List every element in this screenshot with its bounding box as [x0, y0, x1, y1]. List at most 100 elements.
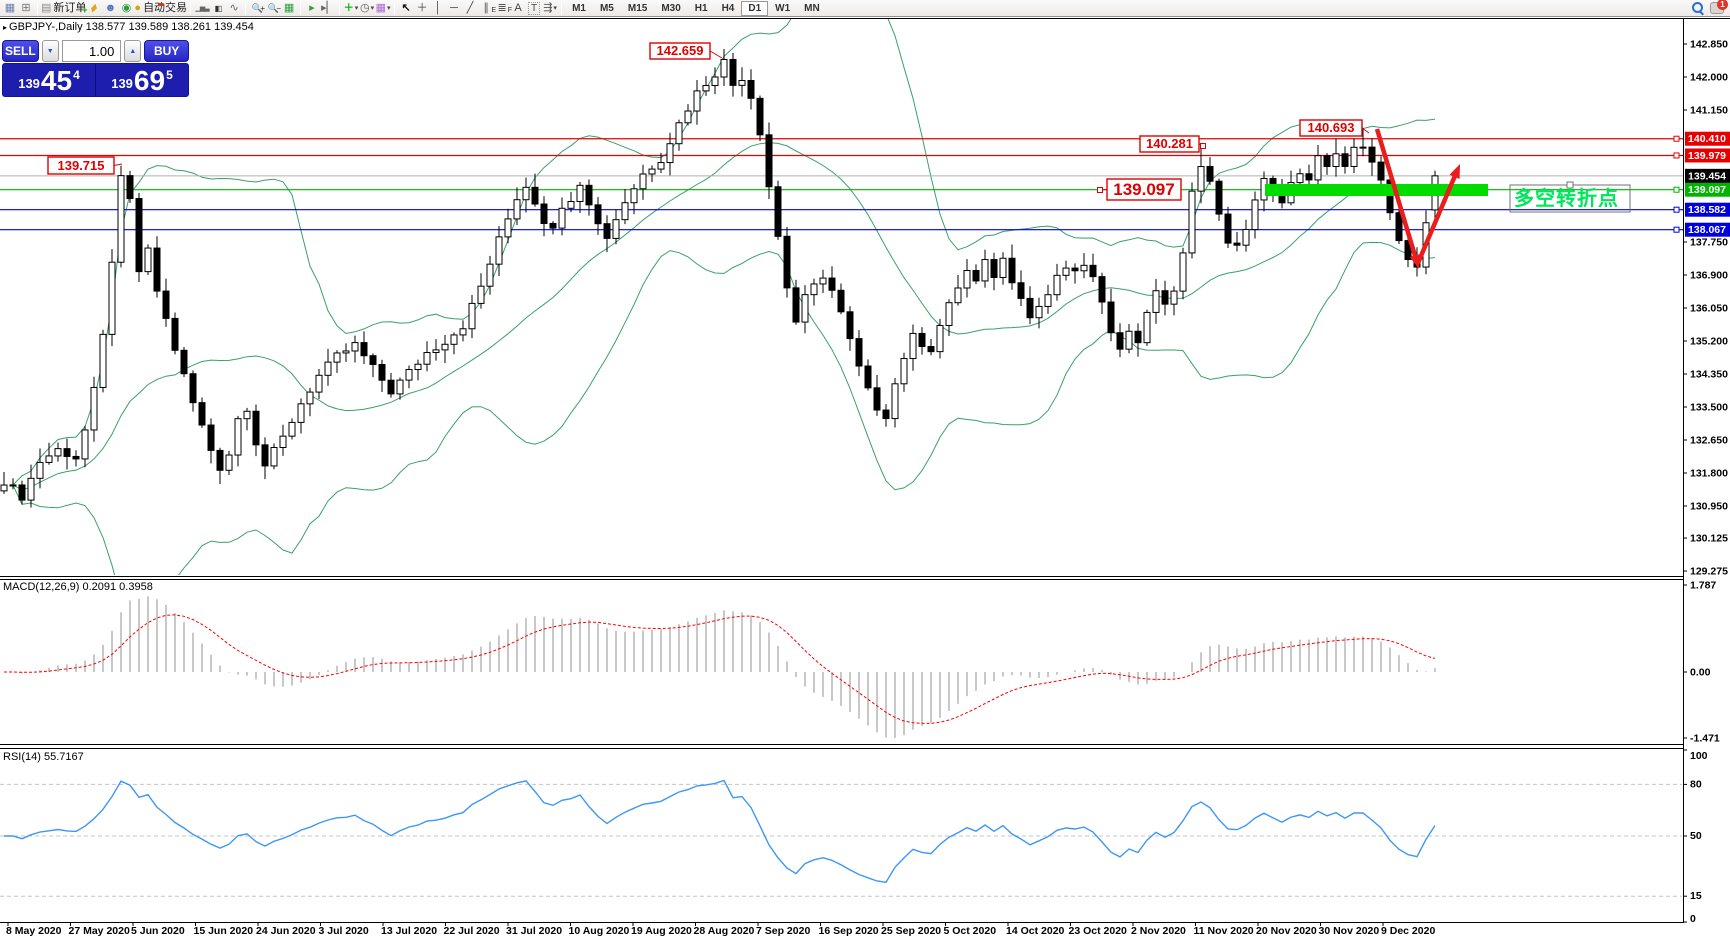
candlestick: [891, 383, 899, 420]
price-label-object[interactable]: 142.659: [649, 42, 723, 60]
price-label-object[interactable]: 140.693: [1299, 119, 1370, 137]
svg-text:131.800: 131.800: [1690, 468, 1728, 480]
timeframe-d1[interactable]: D1: [741, 0, 769, 16]
buy-button[interactable]: BUY: [144, 40, 189, 62]
chart-shift-icon[interactable]: [320, 1, 336, 16]
indicators-button[interactable]: ▾: [343, 1, 359, 16]
line-handle[interactable]: [1673, 135, 1680, 142]
price-label-object[interactable]: 140.281: [1139, 135, 1206, 153]
candlestick: [828, 277, 836, 291]
zoom-in-icon[interactable]: [249, 1, 265, 16]
candlestick: [387, 379, 395, 395]
candlestick: [864, 365, 872, 389]
notifications-icon[interactable]: 1: [1710, 0, 1728, 14]
periods-button[interactable]: ▾: [359, 1, 375, 16]
price-label-object[interactable]: 139.097: [1097, 178, 1182, 201]
candlestick: [1143, 311, 1151, 344]
cursor-icon[interactable]: [398, 1, 414, 16]
auto-scroll-icon[interactable]: [304, 1, 320, 16]
timeframe-m30[interactable]: M30: [661, 2, 681, 14]
timeframe-h4[interactable]: H4: [721, 2, 735, 14]
candlestick: [0, 484, 8, 492]
candlestick: [1089, 264, 1097, 278]
vertical-line-icon[interactable]: [430, 1, 446, 16]
svg-text:134.350: 134.350: [1690, 369, 1728, 381]
candlestick: [234, 418, 242, 456]
horizontal-line-icon[interactable]: [446, 1, 462, 16]
svg-text:130.950: 130.950: [1690, 501, 1728, 513]
buy-price[interactable]: 139 69 5: [96, 64, 188, 96]
arrows-button[interactable]: ▾: [542, 1, 558, 16]
candlestick: [783, 235, 791, 289]
templates-button[interactable]: ▾: [375, 1, 391, 16]
text-label-icon[interactable]: [526, 1, 542, 16]
line-handle[interactable]: [1673, 186, 1680, 193]
signal-icon[interactable]: [118, 1, 134, 16]
bar-chart-icon[interactable]: [194, 1, 210, 16]
candlestick: [1350, 146, 1358, 167]
volume-up-button[interactable]: ▲: [124, 40, 142, 62]
line-handle[interactable]: [1673, 226, 1680, 233]
candlestick: [1125, 330, 1133, 350]
new-order-button[interactable]: 新订单: [41, 1, 86, 16]
candle-chart-icon[interactable]: [210, 1, 226, 16]
candlestick: [936, 324, 944, 353]
candlestick: [819, 277, 827, 285]
line-handle[interactable]: [1673, 206, 1680, 213]
candlestick: [162, 290, 170, 319]
candlestick: [990, 259, 998, 278]
line-chart-icon[interactable]: [226, 1, 242, 16]
svg-text:141.150: 141.150: [1690, 105, 1728, 117]
candlestick: [774, 186, 782, 237]
candlestick: [576, 184, 584, 202]
candlestick: [378, 363, 386, 381]
volume-input[interactable]: 1.00: [61, 40, 122, 62]
sell-price[interactable]: 139 45 4: [3, 64, 96, 96]
candlestick: [1071, 267, 1079, 272]
equidistant-channel-icon[interactable]: [478, 1, 494, 16]
autotrade-button[interactable]: 自动交易: [134, 1, 187, 16]
macd-label: MACD(12,26,9) 0.2091 0.3958: [3, 581, 153, 593]
clear-icon[interactable]: [86, 1, 102, 16]
tile-windows-icon[interactable]: [281, 1, 297, 16]
volume-down-button[interactable]: ▼: [41, 40, 59, 62]
trendline-icon[interactable]: [462, 1, 478, 16]
fibonacci-icon[interactable]: [494, 1, 510, 16]
candlestick: [603, 223, 611, 239]
candlestick: [1233, 242, 1241, 246]
chart-window-icon[interactable]: [2, 1, 18, 16]
toolbar-separator: [300, 1, 302, 15]
timeframe-h1[interactable]: H1: [694, 2, 708, 14]
candlestick: [243, 410, 251, 420]
candlestick: [297, 403, 305, 423]
timeframe-m5[interactable]: M5: [599, 2, 614, 14]
candlestick: [837, 289, 845, 313]
timeframe-m15[interactable]: M15: [627, 2, 648, 14]
candlestick: [333, 352, 341, 363]
assistant-icon[interactable]: [102, 1, 118, 16]
toolbar-separator: [394, 1, 396, 15]
trend-arrows[interactable]: [1374, 128, 1460, 269]
timeframe-m1[interactable]: M1: [572, 2, 586, 14]
candlestick: [1197, 166, 1205, 192]
price-label-object[interactable]: 139.715: [47, 156, 123, 175]
text-annotation[interactable]: 多空转折点: [1509, 181, 1631, 213]
svg-text:28 Aug 2020: 28 Aug 2020: [694, 925, 755, 937]
svg-text:139.097: 139.097: [1113, 180, 1174, 199]
candlestick: [1251, 199, 1259, 231]
candlestick: [1206, 166, 1214, 182]
timeframe-w1[interactable]: W1: [775, 2, 791, 14]
svg-text:136.050: 136.050: [1690, 303, 1728, 315]
candlestick: [963, 270, 971, 289]
svg-text:14 Oct 2020: 14 Oct 2020: [1006, 925, 1065, 937]
support-highlight-bar[interactable]: [1265, 184, 1488, 196]
search-icon[interactable]: [1691, 1, 1704, 14]
preview-icon[interactable]: [18, 1, 34, 16]
crosshair-icon[interactable]: [414, 1, 430, 16]
zoom-out-icon[interactable]: [265, 1, 281, 16]
sell-button[interactable]: SELL: [2, 40, 39, 62]
timeframe-mn[interactable]: MN: [804, 2, 820, 14]
line-handle[interactable]: [1673, 152, 1680, 159]
text-icon[interactable]: [510, 1, 526, 16]
